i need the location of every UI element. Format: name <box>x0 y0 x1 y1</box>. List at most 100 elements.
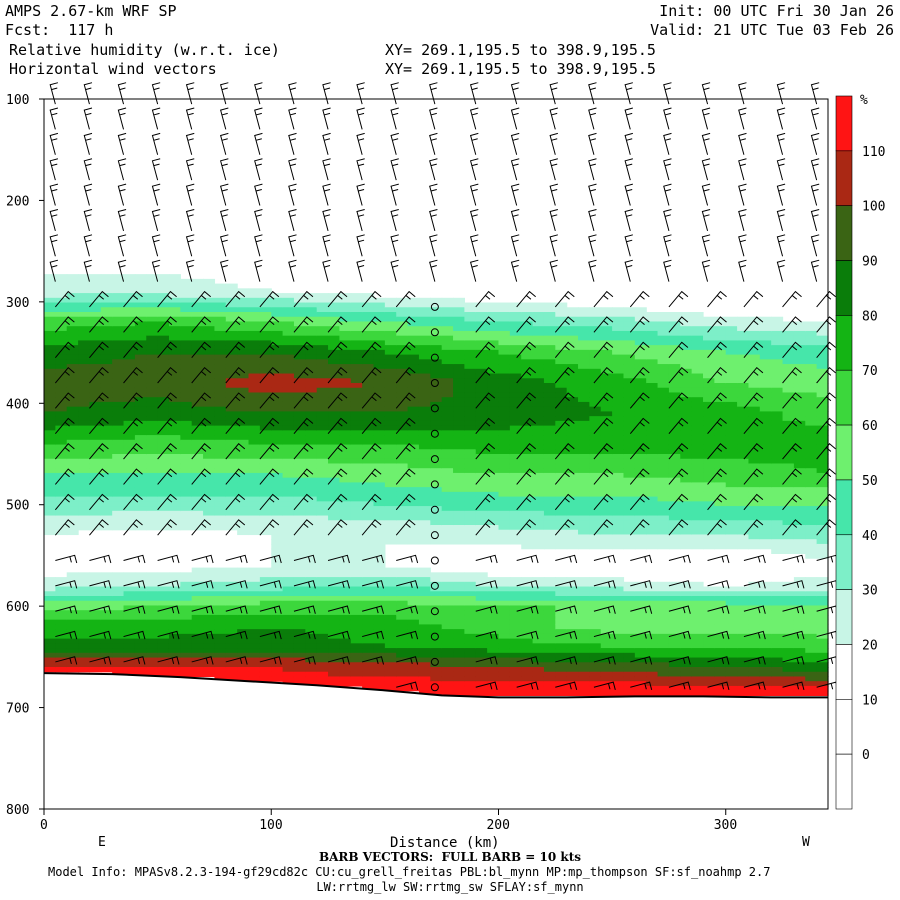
rh-cell <box>328 482 341 488</box>
rh-cell <box>759 330 772 337</box>
rh-cell <box>350 520 363 526</box>
rh-cell <box>521 468 534 474</box>
rh-cell <box>225 435 238 441</box>
rh-cell <box>475 401 488 408</box>
rh-cell <box>657 373 670 379</box>
rh-cell <box>600 378 613 384</box>
rh-cell <box>248 454 261 460</box>
rh-cell <box>566 510 579 517</box>
rh-cell <box>759 638 772 644</box>
rh-cell <box>44 596 56 602</box>
rh-cell <box>418 662 431 668</box>
rh-cell <box>168 406 181 412</box>
rh-cell <box>600 581 613 588</box>
rh-cell <box>350 619 363 625</box>
rh-cell <box>441 411 454 417</box>
rh-cell <box>237 288 250 294</box>
rh-cell <box>759 482 772 488</box>
rh-cell <box>600 359 613 365</box>
rh-cell <box>623 662 636 668</box>
rh-cell <box>759 430 772 436</box>
rh-cell <box>191 591 204 597</box>
rh-cell <box>259 638 272 644</box>
rh-cell <box>373 387 386 394</box>
rh-cell <box>521 652 534 659</box>
rh-cell <box>759 633 772 640</box>
rh-cell <box>748 472 761 479</box>
rh-cell <box>509 364 522 370</box>
rh-cell <box>725 383 738 389</box>
rh-cell <box>373 330 386 337</box>
rh-cell <box>123 368 136 375</box>
rh-cell <box>157 572 170 578</box>
rh-cell <box>407 468 420 474</box>
rh-cell <box>146 307 159 313</box>
rh-cell <box>566 392 579 398</box>
rh-cell <box>634 652 647 659</box>
rh-cell <box>180 345 193 351</box>
rh-cell <box>328 468 341 474</box>
rh-cell <box>737 657 750 663</box>
rh-cell <box>748 345 761 351</box>
rh-cell <box>646 458 659 465</box>
rh-cell <box>634 643 647 649</box>
rh-cell <box>248 387 261 394</box>
rh-cell <box>89 345 102 351</box>
rh-cell <box>748 340 761 346</box>
rh-cell <box>657 543 670 550</box>
rh-cell <box>498 444 511 450</box>
rh-cell <box>407 482 420 488</box>
rh-cell <box>123 349 136 356</box>
rh-cell <box>759 477 772 483</box>
rh-cell <box>623 506 636 512</box>
rh-cell <box>55 487 68 493</box>
rh-cell <box>168 354 181 360</box>
rh-cell <box>100 397 113 403</box>
rh-cell <box>521 401 534 408</box>
rh-cell <box>725 392 738 398</box>
rh-cell <box>680 420 693 427</box>
rh-cell <box>532 345 545 351</box>
rh-cell <box>623 359 636 365</box>
rh-cell <box>589 534 602 540</box>
rh-cell <box>373 534 386 540</box>
rh-cell <box>430 297 443 304</box>
rh-cell <box>475 335 488 341</box>
rh-cell <box>339 539 352 545</box>
rh-cell <box>612 316 625 323</box>
rh-cell <box>44 463 56 469</box>
rh-cell <box>555 515 568 521</box>
rh-cell <box>418 624 431 630</box>
rh-cell <box>55 335 68 341</box>
rh-cell <box>157 274 170 280</box>
rh-cell <box>282 330 295 337</box>
rh-cell <box>134 501 147 507</box>
rh-cell <box>100 378 113 384</box>
rh-cell <box>464 463 477 469</box>
rh-cell <box>737 610 750 616</box>
rh-cell <box>407 297 420 304</box>
rh-cell <box>487 539 500 545</box>
rh-cell <box>737 624 750 630</box>
rh-cell <box>657 411 670 417</box>
rh-cell <box>634 515 647 521</box>
rh-cell <box>112 652 125 659</box>
rh-cell <box>89 638 102 644</box>
rh-cell <box>316 648 329 654</box>
rh-cell <box>475 643 488 649</box>
rh-cell <box>271 364 284 370</box>
rh-cell <box>453 454 466 460</box>
rh-cell <box>328 345 341 351</box>
rh-cell <box>555 596 568 602</box>
rh-cell <box>737 477 750 483</box>
rh-cell <box>293 648 306 654</box>
rh-cell <box>714 458 727 465</box>
rh-cell <box>112 411 125 417</box>
rh-cell <box>78 425 91 431</box>
rh-cell <box>589 330 602 337</box>
rh-cell <box>157 401 170 408</box>
rh-cell <box>509 420 522 427</box>
rh-cell <box>555 506 568 512</box>
rh-cell <box>328 648 341 654</box>
rh-cell <box>555 330 568 337</box>
